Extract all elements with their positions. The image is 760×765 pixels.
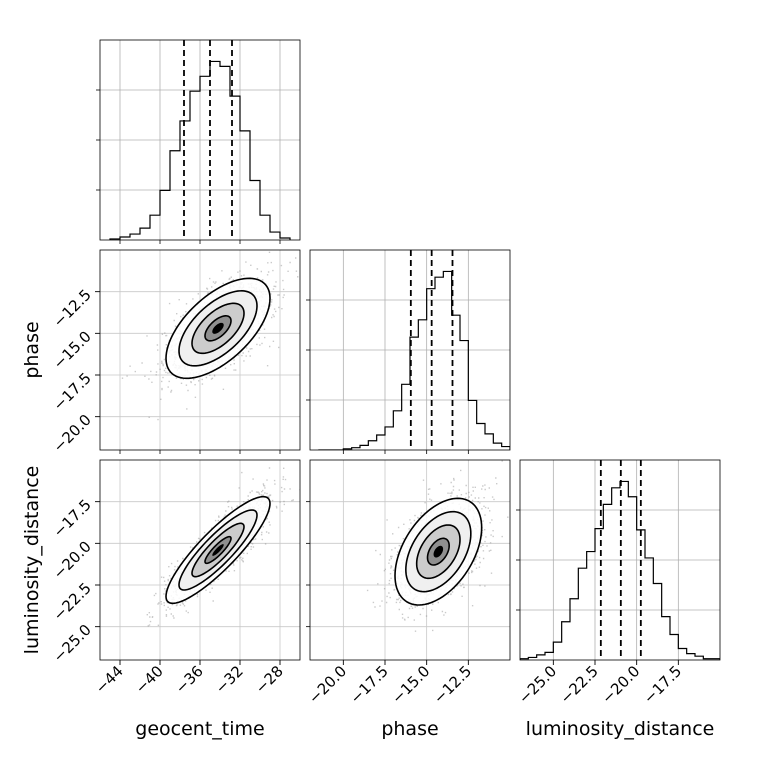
xtick-label-luminosity_distance-1: −22.5 [557,662,602,707]
xtick-label-luminosity_distance-3: −17.5 [640,662,685,707]
density-core-0 [212,322,224,334]
histogram-geocent_time [100,40,300,240]
panel-frame-1-1 [309,249,511,451]
xtick-label-phase-1: −17.5 [347,662,392,707]
density-core-1 [212,544,224,556]
xtick-label-phase-3: −12.5 [430,662,475,707]
ytick-label-luminosity_distance-0: −25.0 [50,621,95,666]
ytick-label-luminosity_distance-1: −22.5 [50,579,95,624]
ylabel-luminosity_distance: luminosity_distance [21,466,43,655]
contour-0-1 [191,302,245,355]
contour-1-1 [191,522,245,578]
xtick-label-geocent_time-3: −32 [212,662,247,697]
density-panel-phase-luminosity_distance [310,460,510,660]
hist-steps-luminosity_distance [520,480,720,660]
xlabel-phase: phase [381,718,438,740]
xtick-label-luminosity_distance-0: −25.0 [515,662,560,707]
ytick-label-phase-3: −12.5 [50,286,95,331]
contour-0-0 [204,315,232,342]
panel-frame-2-2 [519,459,721,661]
contour-2-0 [426,537,450,566]
ylabel-phase: phase [21,321,43,378]
contour-1-3 [165,495,271,605]
contour-1-0 [204,535,232,565]
xtick-label-phase-2: −15.0 [388,662,433,707]
histogram-luminosity_distance [520,460,720,660]
xlabel-luminosity_distance: luminosity_distance [526,718,715,740]
density-panel-geocent_time-luminosity_distance [100,460,300,660]
contour-2-2 [405,510,472,593]
ytick-label-luminosity_distance-3: −17.5 [50,496,95,541]
density-panel-geocent_time-phase [100,250,300,450]
histogram-phase [310,250,510,450]
xtick-label-geocent_time-4: −28 [252,662,287,697]
contour-1-2 [178,509,258,591]
xlabel-geocent_time: geocent_time [135,718,264,740]
ytick-label-luminosity_distance-2: −20.0 [50,537,95,582]
ytick-label-phase-2: −15.0 [50,327,95,372]
ytick-label-phase-1: −17.5 [50,369,95,414]
contour-0-3 [165,277,271,380]
panel-frame-0-0 [99,39,301,241]
xtick-label-geocent_time-2: −36 [172,662,207,697]
hist-steps-geocent_time [109,60,291,240]
contour-2-3 [394,497,483,606]
density-core-2 [433,545,444,558]
xtick-label-geocent_time-0: −44 [92,662,127,697]
xtick-label-phase-0: −20.0 [305,662,350,707]
panel-frame-2-1 [309,459,511,661]
ytick-label-phase-0: −20.0 [50,411,95,456]
hist-steps-phase [318,270,510,450]
xtick-label-luminosity_distance-2: −20.0 [598,662,643,707]
contour-0-2 [178,290,258,367]
xtick-label-geocent_time-1: −40 [132,662,167,697]
contour-2-1 [415,524,461,580]
